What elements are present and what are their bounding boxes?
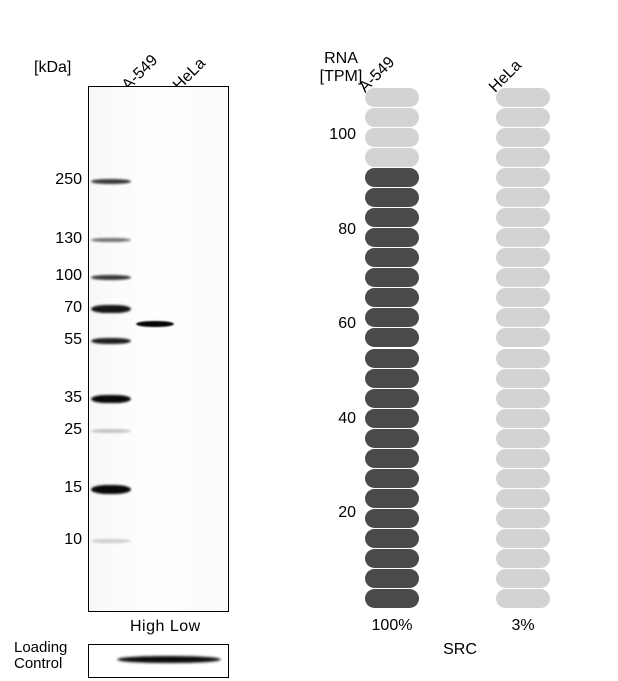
- rna-bar-segment: [365, 108, 419, 128]
- rna-bar-segment: [496, 288, 550, 308]
- rna-axis-tick-80: 80: [338, 220, 356, 238]
- rna-bar-segment: [496, 328, 550, 348]
- rna-bar-segment: [496, 168, 550, 188]
- loading-control-caption-line2: Control: [14, 654, 63, 672]
- rna-bar-segment: [365, 128, 419, 148]
- mw-label-130: 130: [55, 230, 82, 247]
- loading-control-band: [117, 656, 221, 663]
- rna-percent-label-a549: 100%: [371, 617, 413, 634]
- rna-bar-segment: [365, 328, 419, 348]
- rna-percent-label-hela: 3%: [511, 617, 535, 634]
- rna-axis-tick-60: 60: [338, 315, 356, 333]
- rna-bar-segment: [496, 228, 550, 248]
- rna-unit-label: RNA [TPM]: [310, 50, 372, 87]
- rna-bar-segment: [365, 88, 419, 108]
- rna-bar-segment: [496, 108, 550, 128]
- mw-marker-band-70: [91, 305, 131, 313]
- mw-label-250: 250: [55, 171, 82, 188]
- rna-bar-segment: [496, 548, 550, 568]
- rna-bar-segment: [365, 308, 419, 328]
- rna-bar-segment: [365, 388, 419, 408]
- rna-bar-column-a549: [365, 88, 419, 608]
- rna-bar-segment: [496, 528, 550, 548]
- rna-bar-segment: [365, 248, 419, 268]
- rna-bar-segment: [365, 548, 419, 568]
- rna-bar-segment: [496, 128, 550, 148]
- rna-bar-segment: [496, 448, 550, 468]
- rna-bar-segment: [496, 148, 550, 168]
- mw-label-35: 35: [64, 389, 82, 406]
- mw-marker-band-15: [91, 484, 131, 494]
- rna-unit-label-line2: [TPM]: [319, 68, 363, 86]
- loading-control-membrane: [88, 644, 229, 678]
- rna-bar-column-hela: [496, 88, 550, 608]
- loading-control-caption-line1: Loading: [14, 639, 68, 656]
- rna-axis-tick-20: 20: [338, 504, 356, 522]
- rna-bar-segment: [365, 448, 419, 468]
- rna-bar-segment: [496, 88, 550, 108]
- blot-lane-footer: High Low: [130, 618, 201, 635]
- rna-bar-segment: [365, 228, 419, 248]
- mw-marker-band-25: [91, 429, 131, 433]
- mw-marker-band-35: [91, 395, 131, 403]
- loading-control-caption: Loading Control: [14, 640, 67, 672]
- rna-bar-segment: [496, 268, 550, 288]
- rna-bar-segment: [365, 568, 419, 588]
- rna-bar-segment: [496, 388, 550, 408]
- rna-bar-segment: [496, 568, 550, 588]
- mw-marker-band-100: [91, 274, 131, 280]
- mw-label-10: 10: [64, 531, 82, 548]
- rna-bar-segment: [496, 428, 550, 448]
- rna-bar-segment: [365, 508, 419, 528]
- rna-bar-segment: [365, 588, 419, 608]
- rna-bar-segment: [365, 208, 419, 228]
- rna-bar-segment: [496, 208, 550, 228]
- rna-bar-segment: [496, 248, 550, 268]
- rna-bar-segment: [496, 588, 550, 608]
- rna-bar-segment: [365, 168, 419, 188]
- gene-name-label: SRC: [443, 641, 477, 658]
- rna-bar-segment: [365, 528, 419, 548]
- rna-bar-segment: [365, 188, 419, 208]
- rna-bar-segment: [496, 508, 550, 528]
- kda-unit-label: [kDa]: [34, 59, 72, 76]
- rna-bar-segment: [365, 148, 419, 168]
- rna-bar-segment: [496, 468, 550, 488]
- mw-label-100: 100: [55, 267, 82, 284]
- rna-expression-panel: RNA [TPM] A-549 HeLa 100 80 60 40 20 100% 3%…: [300, 0, 618, 681]
- rna-bar-segment: [496, 408, 550, 428]
- western-blot-panel: [kDa] A-549 HeLa 250 130 100 70 55 35 25 15 10 H…: [0, 0, 300, 681]
- rna-bar-segment: [496, 308, 550, 328]
- mw-label-70: 70: [64, 299, 82, 316]
- rna-bar-segment: [365, 288, 419, 308]
- mw-marker-band-130: [91, 238, 131, 242]
- rna-bar-segment: [365, 428, 419, 448]
- rna-bar-segment: [365, 348, 419, 368]
- sample-band-a-549: [136, 321, 174, 327]
- rna-bar-segment: [496, 368, 550, 388]
- rna-axis-tick-100: 100: [329, 126, 356, 144]
- mw-marker-band-55: [91, 338, 131, 344]
- mw-marker-band-250: [91, 178, 131, 184]
- rna-unit-label-line1: RNA: [324, 50, 358, 67]
- rna-bar-segment: [365, 268, 419, 288]
- mw-label-25: 25: [64, 421, 82, 438]
- mw-marker-band-10: [91, 539, 131, 543]
- rna-bar-segment: [496, 348, 550, 368]
- rna-bar-segment: [365, 468, 419, 488]
- mw-label-55: 55: [64, 331, 82, 348]
- rna-bar-segment: [365, 408, 419, 428]
- rna-axis-tick-40: 40: [338, 409, 356, 427]
- rna-bar-segment: [365, 368, 419, 388]
- mw-label-15: 15: [64, 479, 82, 496]
- blot-membrane: [88, 86, 229, 612]
- rna-bar-segment: [496, 488, 550, 508]
- rna-bar-segment: [496, 188, 550, 208]
- rna-bar-segment: [365, 488, 419, 508]
